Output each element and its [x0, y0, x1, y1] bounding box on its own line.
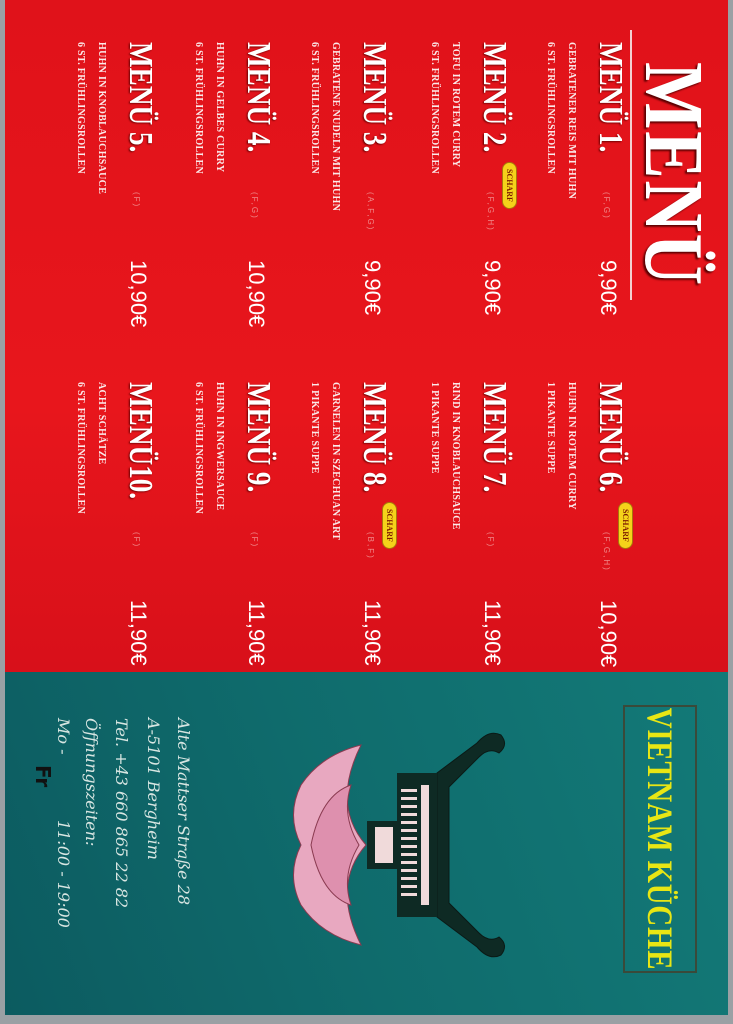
menu-item-name: MENÜ 2. — [476, 42, 513, 153]
menu-item-price: 9,90€ — [480, 260, 505, 316]
menu-item-description: TOFU IN ROTEM CURRY — [450, 42, 461, 168]
allergen-codes: (F,G,H) — [602, 532, 611, 572]
menu-item: MENÜ 2. SCHARF (F,G,H) 9,90€ TOFU IN ROTEM C… — [403, 42, 517, 322]
menu-item-description: GEBRATENE NUDELN MIT HUHN — [330, 42, 341, 212]
allergen-codes: (F,G,H) — [486, 192, 495, 232]
menu-item-price: 10,90€ — [126, 260, 151, 328]
menu-item-description: 6 ST. FRÜHLINGSROLLEN — [193, 42, 204, 174]
title-divider — [630, 30, 632, 300]
menu-item-description: 6 ST. FRÜHLINGSROLLEN — [309, 42, 320, 174]
menu-item-name: MENÜ 7. — [476, 382, 513, 493]
menu-item-name: MENÜ 8. — [356, 382, 393, 493]
menu-item: MENÜ 9. (F) 11,90€ HUHN IN INGWERSAUCE 6 ST.… — [167, 382, 277, 666]
menu-item-price: 11,90€ — [126, 600, 151, 666]
menu-item-name: MENÜ 3. — [356, 42, 393, 153]
menu-item-description: GEBRATENER REIS MIT HUHN — [566, 42, 577, 200]
menu-item-description: HUHN IN KNOBLAUCHSAUCE — [96, 42, 107, 195]
menu-item: MENÜ 8. SCHARF (B,F) 11,90€ GARNELEN IN SZEC… — [283, 382, 397, 666]
spicy-badge: SCHARF — [382, 502, 397, 549]
menu-item-description: 6 ST. FRÜHLINGSROLLEN — [193, 382, 204, 514]
menu-title: MENÜ — [627, 62, 720, 287]
menu-item-description: 6 ST. FRÜHLINGSROLLEN — [75, 382, 86, 514]
menu-item: MENÜ 5. (F) 10,90€ HUHN IN KNOBLAUCHSAUCE 6 … — [49, 42, 159, 327]
menu-item-description: ACHT SCHÄTZE — [96, 382, 107, 465]
menu-item-name: MENÜ 5. — [122, 42, 159, 153]
menu-item: MENÜ 4. (F,G) 10,90€ HUHN IN GELBES CURRY 6 … — [167, 42, 277, 327]
menu-item-price: 11,90€ — [360, 600, 385, 666]
menu-item-description: HUHN IN GELBES CURRY — [214, 42, 225, 173]
menu-item-price: 9,90€ — [596, 260, 621, 316]
restaurant-name: VIETNAM KÜCHE — [640, 707, 680, 971]
spicy-badge: SCHARF — [502, 162, 517, 209]
phone-number: Tel. +43 660 865 22 82 — [112, 718, 131, 909]
spicy-badge: SCHARF — [618, 502, 633, 549]
menu-item-name: MENÜ10. — [122, 382, 159, 500]
allergen-codes: (A,F,G) — [366, 192, 375, 232]
menu-item-name: MENÜ 6. — [592, 382, 629, 493]
address-line2: A-5101 Bergheim — [144, 718, 163, 860]
menu-item: MENÜ10. (F) 11,90€ ACHT SCHÄTZE 6 ST. FRÜHLI… — [49, 382, 159, 666]
pagoda-lotus-logo-icon — [293, 732, 505, 958]
menu-item-description: 6 ST. FRÜHLINGSROLLEN — [545, 42, 556, 174]
allergen-codes: (F) — [132, 532, 141, 549]
opening-hours-time: 11:00 - 19:00 — [54, 820, 73, 928]
allergen-codes: (F) — [132, 192, 141, 209]
menu-item-description: HUHN IN INGWERSAUCE — [214, 382, 225, 511]
menu-item: MENÜ 6. SCHARF (F,G,H) 10,90€ HUHN IN ROTEM … — [519, 382, 633, 667]
allergen-codes: (F,G) — [602, 192, 611, 220]
address-line1: Alte Mattser Straße 28 — [174, 718, 193, 906]
menu-item: MENÜ 3. (A,F,G) 9,90€ GEBRATENE NUDELN MIT … — [283, 42, 393, 322]
menu-item: MENÜ 1. (F,G) 9,90€ GEBRATENER REIS MIT HUH… — [519, 42, 629, 322]
menu-item-name: MENÜ 9. — [240, 382, 277, 493]
menu-item-description: 6 ST. FRÜHLINGSROLLEN — [429, 42, 440, 174]
menu-item-name: MENÜ 1. — [592, 42, 629, 153]
menu-item-price: 11,90€ — [480, 600, 505, 666]
menu-item-description: 1 PIKANTE SUPPE — [429, 382, 440, 474]
menu-item-description: 6 ST. FRÜHLINGSROLLEN — [75, 42, 86, 174]
allergen-codes: (B,F) — [366, 532, 375, 560]
opening-hours-label: Öffnungszeiten: — [82, 718, 101, 847]
menu-item-description: 1 PIKANTE SUPPE — [545, 382, 556, 474]
allergen-codes: (F) — [250, 532, 259, 549]
brand-box: VIETNAM KÜCHE — [623, 705, 697, 973]
allergen-codes: (F) — [486, 532, 495, 549]
menu-item-description: 1 PIKANTE SUPPE — [309, 382, 320, 474]
menu-item: MENÜ 7. (F) 11,90€ RIND IN KNOBLAUCHSAUCE 1 … — [403, 382, 513, 666]
menu-item-description: HUHN IN ROTEM CURRY — [566, 382, 577, 510]
menu-item-name: MENÜ 4. — [240, 42, 277, 153]
menu-item-description: RIND IN KNOBLAUCHSAUCE — [450, 382, 461, 530]
menu-item-description: GARNELEN IN SZECHUAN ART — [330, 382, 341, 541]
allergen-codes: (F,G) — [250, 192, 259, 220]
menu-item-price: 10,90€ — [596, 600, 621, 668]
opening-hours-days: Mo - — [54, 718, 73, 755]
menu-item-price: 11,90€ — [244, 600, 269, 666]
menu-item-price: 10,90€ — [244, 260, 269, 328]
menu-panel: MENÜ MENÜ 1. (F,G) 9,90€ GEBRATENER REIS MI… — [5, 0, 728, 672]
handwritten-correction: Fr — [31, 765, 55, 788]
menu-item-price: 9,90€ — [360, 260, 385, 316]
